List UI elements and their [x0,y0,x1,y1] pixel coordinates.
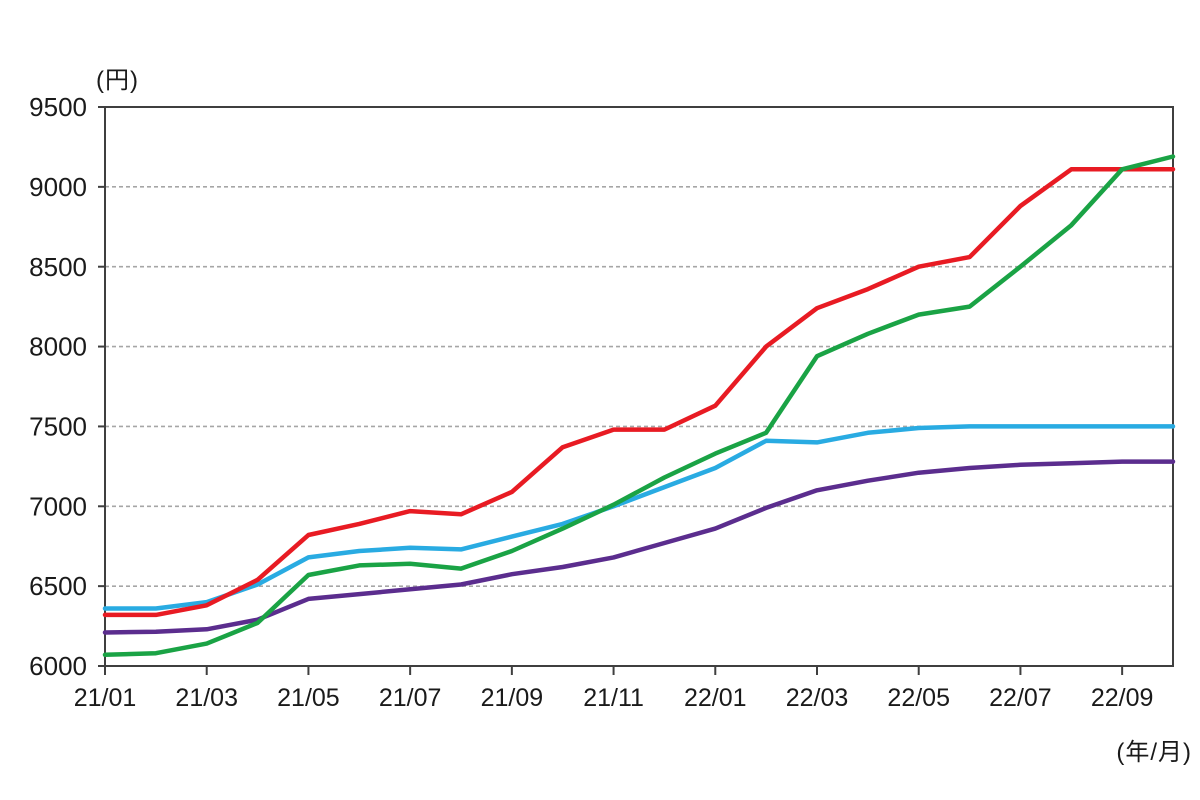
series-purple-line [102,459,1176,635]
y-tick-label: 9500 [29,92,87,122]
y-tick-label: 7500 [29,412,87,442]
x-tick-label: 22/01 [684,684,747,712]
y-axis-unit-label: (円) [96,67,139,94]
y-tick-label: 9000 [29,172,87,202]
x-axis-unit-label: (年/月) [1116,739,1192,766]
series-sky-blue-line [102,424,1176,611]
x-tick-label: 21/11 [583,684,644,712]
x-tick-label: 21/07 [379,684,442,712]
x-tick-label: 21/05 [277,684,340,712]
x-tick-label: 21/01 [74,684,137,712]
x-tick-label: 22/07 [989,684,1052,712]
series-red-line [102,167,1176,618]
y-tick-label: 7000 [29,491,87,521]
plot-border [104,106,1174,667]
y-tick-label: 6000 [29,651,87,681]
y-tick-label: 8500 [29,252,87,282]
x-tick-label: 22/09 [1091,684,1154,712]
y-tick-label: 8000 [29,332,87,362]
x-tick-label: 22/03 [786,684,849,712]
x-tick-label: 22/05 [887,684,950,712]
y-tick-label: 6500 [29,571,87,601]
x-tick-label: 21/03 [175,684,238,712]
x-tick-label: 21/09 [481,684,544,712]
series-green-line [102,154,1176,658]
